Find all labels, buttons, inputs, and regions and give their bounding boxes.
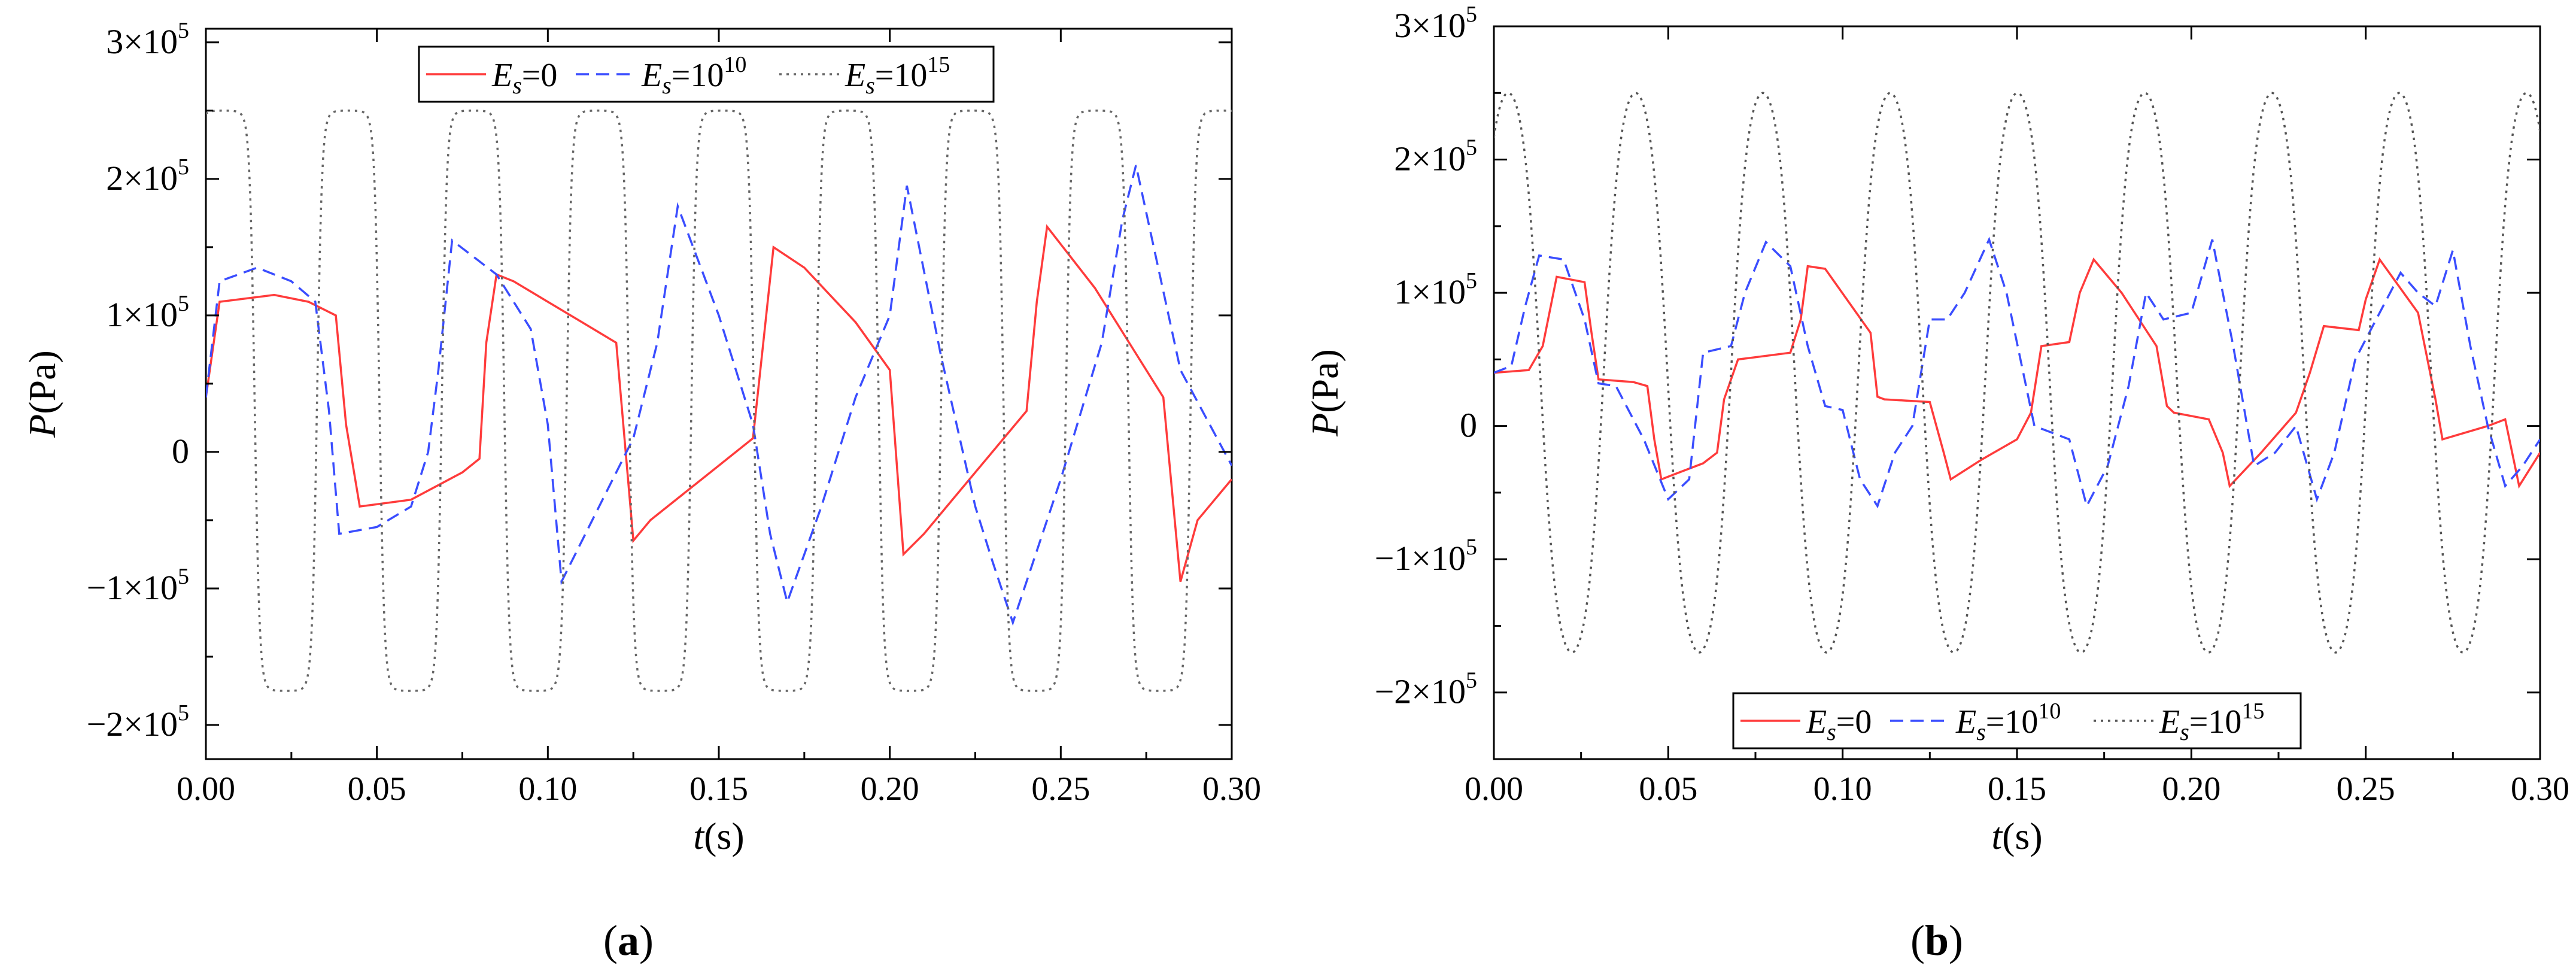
chart-panel-b: 0.00 0.05 0.10 0.15 0.20 0.25 0.30 3×105 2×105 1×…: [1304, 2, 2569, 964]
series-layer-b: [1494, 92, 2540, 654]
x-tick-label: 0.25: [1031, 770, 1090, 808]
legend-entry: Es=0: [491, 57, 557, 99]
series-line-es-1e10: [1494, 236, 2540, 509]
series-line-es-0: [206, 224, 1232, 582]
y-axis-title: P(Pa): [21, 350, 63, 438]
y-axis-title: P(Pa): [1304, 349, 1346, 437]
y-tick-label: 2×105: [106, 154, 189, 198]
x-tick-label: 0.25: [2337, 770, 2395, 808]
y-tick-label: −2×105: [1375, 668, 1477, 711]
y-tick-label: −1×105: [87, 564, 189, 607]
legend-entry: Es=0: [1806, 703, 1872, 745]
x-tick-label: 0.15: [1988, 770, 2046, 808]
legend-box: [1732, 692, 2302, 750]
x-tick-label: 0.30: [2511, 770, 2569, 808]
legend-a: Es=0 Es=1010 Es=1015: [418, 45, 995, 103]
legend-entry: Es=1010: [1955, 699, 2061, 745]
ticks-b: 0.00 0.05 0.10 0.15 0.20 0.25 0.30 3×105 2×105 1×…: [1375, 2, 2569, 808]
x-tick-label: 0.20: [861, 770, 919, 808]
y-tick-label: 3×105: [106, 18, 189, 61]
y-tick-label: −1×105: [1375, 535, 1477, 578]
x-tick-label: 0.10: [518, 770, 577, 808]
x-tick-label: 0.20: [2162, 770, 2220, 808]
x-tick-label: 0.10: [1813, 770, 1872, 808]
x-tick-label: 0.05: [348, 770, 406, 808]
x-axis-title: t(s): [693, 815, 744, 857]
plot-frame: [205, 28, 1233, 760]
y-tick-label: 1×105: [106, 291, 189, 334]
x-tick-label: 0.15: [689, 770, 748, 808]
y-tick-label: −2×105: [87, 700, 189, 744]
y-tick-label: 2×105: [1394, 135, 1477, 178]
plot-area-b: [1493, 25, 2541, 760]
x-tick-label: 0.00: [177, 770, 235, 808]
y-tick-label: 3×105: [1394, 2, 1477, 45]
y-tick-label: 1×105: [1394, 268, 1477, 311]
legend-entry: Es=1010: [641, 52, 746, 99]
series-layer-a: [206, 110, 1232, 692]
y-tick-label: 0: [172, 432, 189, 471]
ticks-a: 0.00 0.05 0.10 0.15 0.20 0.25 0.30 3×105 2×105 1×…: [87, 18, 1261, 808]
labels-a: t(s) P(Pa) (a): [21, 350, 745, 964]
panel-label: (b): [1910, 917, 1963, 964]
x-tick-label: 0.05: [1639, 770, 1697, 808]
series-line-es-1e15: [206, 110, 1232, 692]
y-tick-label: 0: [1460, 406, 1477, 445]
labels-b: t(s) P(Pa) (b): [1304, 349, 2043, 964]
legend-box: [418, 45, 995, 103]
legend-entry: Es=1015: [2159, 699, 2264, 745]
series-line-es-1e15: [1494, 92, 2540, 654]
legend-b: Es=0 Es=1010 Es=1015: [1732, 692, 2302, 750]
plot-area-a: [205, 28, 1233, 760]
legend-entry: Es=1015: [845, 52, 950, 99]
series-line-es-0: [1494, 257, 2540, 489]
x-axis-title: t(s): [1991, 815, 2042, 857]
x-tick-label: 0.00: [1465, 770, 1523, 808]
panel-label: (a): [603, 917, 654, 964]
chart-panel-a: 0.00 0.05 0.10 0.15 0.20 0.25 0.30 3×105 2×105 1×…: [21, 18, 1261, 964]
x-tick-label: 0.30: [1202, 770, 1261, 808]
plot-frame: [1493, 25, 2541, 760]
series-line-es-1e10: [206, 165, 1232, 626]
